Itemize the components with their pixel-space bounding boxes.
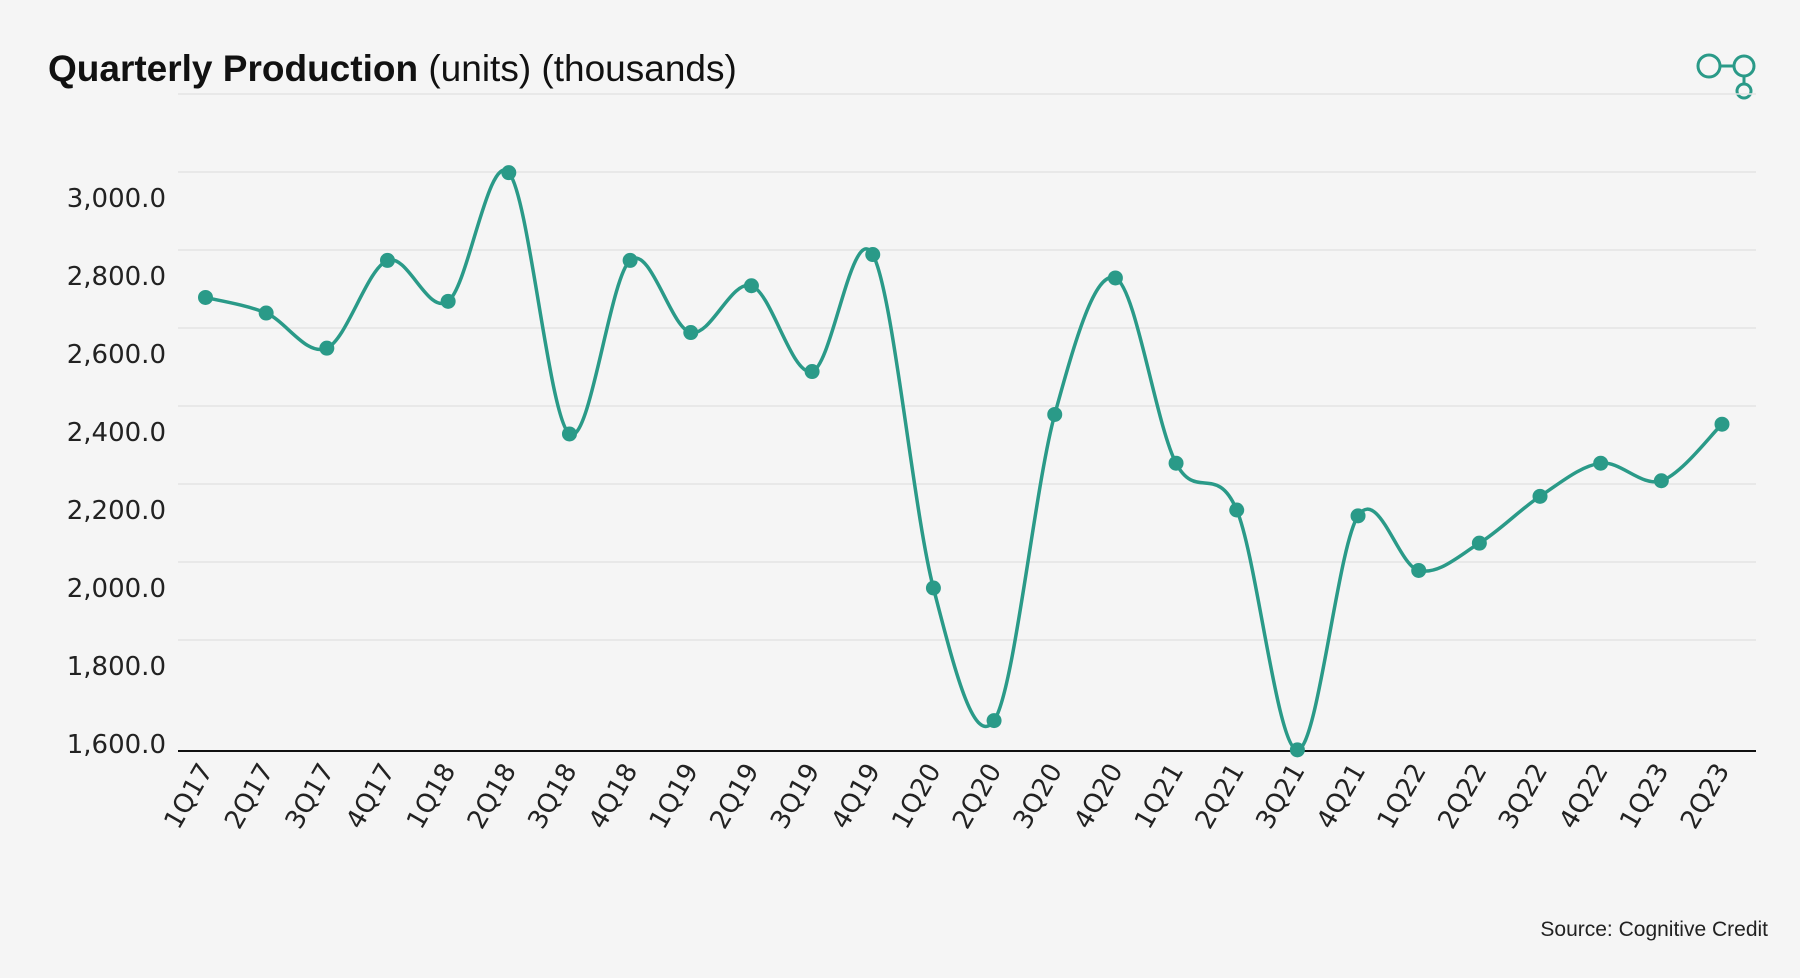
data-point — [804, 364, 820, 380]
x-tick-label: 2Q21 — [1190, 759, 1251, 835]
data-point — [1532, 488, 1548, 504]
data-point — [1411, 562, 1427, 578]
y-tick-label: 1,600.0 — [67, 730, 166, 760]
chart-title-main: Quarterly Production — [48, 48, 419, 89]
data-point — [986, 713, 1002, 729]
x-tick-label: 4Q18 — [583, 759, 644, 835]
x-tick-label: 1Q22 — [1372, 759, 1433, 835]
y-tick-label: 1,800.0 — [67, 652, 166, 682]
x-tick-label: 1Q17 — [159, 759, 220, 835]
y-tick-label: 3,000.0 — [67, 184, 166, 214]
x-tick-label: 2Q20 — [947, 759, 1008, 835]
data-point — [1471, 535, 1487, 551]
y-tick-label: 2,400.0 — [67, 418, 166, 448]
data-point — [258, 305, 274, 321]
data-point — [379, 252, 395, 268]
x-tick-label: 4Q22 — [1554, 759, 1615, 835]
x-tick-label: 1Q18 — [401, 759, 462, 835]
data-point — [683, 325, 699, 341]
x-tick-label: 3Q21 — [1250, 759, 1311, 835]
x-tick-label: 2Q23 — [1675, 759, 1736, 835]
x-tick-label: 3Q22 — [1493, 759, 1554, 835]
data-point — [561, 426, 577, 442]
data-point — [1107, 270, 1123, 286]
logo-circle-bottom — [1735, 82, 1753, 100]
x-tick-label: 1Q20 — [886, 759, 947, 835]
data-point — [1168, 455, 1184, 471]
data-point — [865, 247, 881, 263]
data-point — [1593, 455, 1609, 471]
data-point — [1714, 416, 1730, 432]
data-point — [440, 293, 456, 309]
y-tick-label: 2,600.0 — [67, 340, 166, 370]
x-tick-label: 3Q17 — [280, 759, 341, 835]
x-tick-label: 4Q19 — [826, 759, 887, 835]
series-line — [205, 168, 1724, 752]
data-point — [622, 252, 638, 268]
x-tick-label: 1Q19 — [644, 759, 705, 835]
chart-title-units: (units) (thousands) — [418, 48, 737, 89]
data-point — [925, 580, 941, 596]
data-point — [1229, 502, 1245, 518]
x-tick-label: 3Q19 — [765, 759, 826, 835]
y-tick-label: 2,000.0 — [67, 574, 166, 604]
x-tick-label: 3Q18 — [522, 759, 583, 835]
source-note: Source: Cognitive Credit — [1540, 918, 1768, 941]
x-tick-label: 2Q22 — [1432, 759, 1493, 835]
x-tick-label: 1Q23 — [1614, 759, 1675, 835]
y-tick-label: 2,200.0 — [67, 496, 166, 526]
x-tick-label: 2Q18 — [462, 759, 523, 835]
logo-icon — [1696, 53, 1756, 100]
chart-title: Quarterly Production (units) (thousands) — [48, 48, 737, 90]
x-tick-label: 4Q21 — [1311, 759, 1372, 835]
line-chart: 1,600.0 1,800.0 2,000.0 2,200.0 2,400.0 2,600… — [67, 93, 1756, 835]
x-tick-label: 4Q17 — [341, 759, 402, 835]
x-tick-label: 2Q17 — [219, 759, 280, 835]
data-point — [1350, 508, 1366, 524]
x-tick-label: 1Q21 — [1129, 759, 1190, 835]
data-point — [743, 278, 759, 294]
x-tick-label: 4Q20 — [1068, 759, 1129, 835]
data-point — [1047, 406, 1063, 422]
x-tick-label: 2Q19 — [704, 759, 765, 835]
x-tick-label: 3Q20 — [1008, 759, 1069, 835]
data-point — [1653, 473, 1669, 489]
data-point — [319, 340, 335, 356]
data-point — [501, 165, 517, 181]
data-point — [1289, 742, 1305, 758]
y-tick-label: 2,800.0 — [67, 262, 166, 292]
data-point — [198, 289, 213, 305]
